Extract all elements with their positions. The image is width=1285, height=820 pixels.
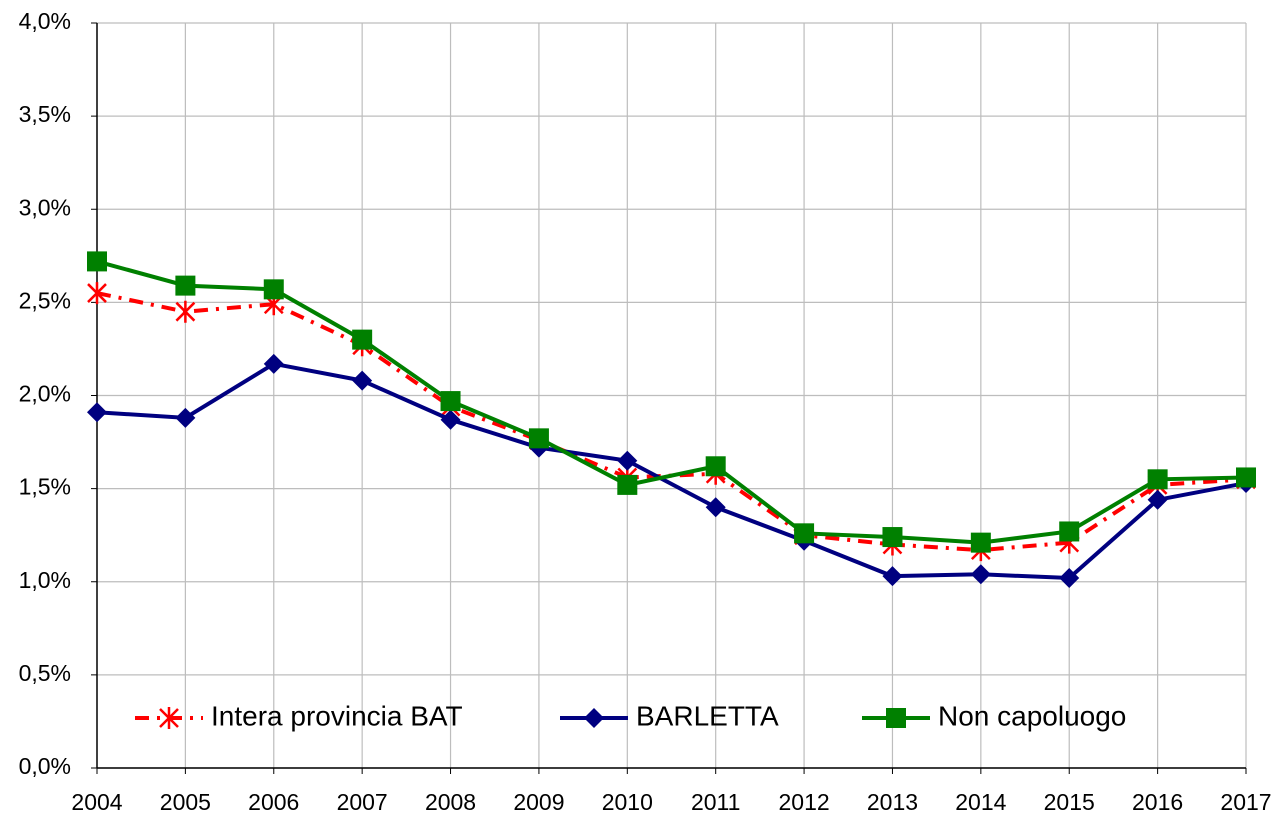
x-tick-label: 2005 bbox=[160, 789, 211, 815]
marker bbox=[970, 564, 991, 585]
y-tick-label: 1,5% bbox=[19, 474, 71, 500]
marker bbox=[794, 523, 815, 544]
marker bbox=[440, 409, 461, 430]
y-tick-label: 4,0% bbox=[19, 8, 71, 34]
marker bbox=[882, 527, 903, 548]
x-tick-label: 2008 bbox=[425, 789, 476, 815]
marker bbox=[175, 300, 196, 323]
y-tick-label: 0,5% bbox=[19, 660, 71, 686]
legend-label: Non capoluogo bbox=[938, 700, 1126, 731]
marker bbox=[617, 450, 638, 471]
marker bbox=[263, 353, 284, 374]
marker bbox=[87, 251, 107, 272]
marker bbox=[87, 402, 107, 423]
y-tick-label: 2,0% bbox=[19, 381, 71, 407]
marker bbox=[440, 391, 461, 412]
x-tick-label: 2012 bbox=[778, 789, 829, 815]
x-tick-label: 2007 bbox=[337, 789, 388, 815]
x-tick-label: 2010 bbox=[602, 789, 653, 815]
series-line bbox=[96, 361, 1247, 581]
marker bbox=[175, 407, 196, 428]
marker bbox=[886, 708, 906, 728]
marker bbox=[263, 279, 284, 300]
marker bbox=[584, 708, 604, 728]
marker bbox=[1059, 568, 1080, 589]
marker bbox=[705, 497, 726, 518]
marker bbox=[175, 275, 196, 296]
x-tick-label: 2006 bbox=[248, 789, 299, 815]
series-line bbox=[96, 291, 1247, 553]
x-tick-label: 2015 bbox=[1044, 789, 1095, 815]
x-tick-label: 2011 bbox=[691, 789, 740, 815]
marker bbox=[352, 370, 373, 391]
y-tick-label: 3,0% bbox=[19, 194, 71, 220]
y-tick-label: 0,0% bbox=[19, 753, 71, 779]
y-tick-label: 3,5% bbox=[19, 101, 71, 127]
x-tick-label: 2013 bbox=[867, 789, 918, 815]
marker bbox=[159, 707, 179, 729]
y-tick-label: 2,5% bbox=[19, 287, 71, 313]
marker bbox=[1236, 467, 1256, 488]
x-tick-label: 2004 bbox=[71, 789, 122, 815]
marker bbox=[1059, 521, 1080, 542]
legend-label: Intera provincia BAT bbox=[211, 700, 463, 731]
marker bbox=[1147, 489, 1168, 510]
marker bbox=[617, 474, 638, 495]
legend-label: BARLETTA bbox=[636, 700, 779, 731]
marker bbox=[87, 282, 107, 305]
x-tick-label: 2016 bbox=[1132, 789, 1183, 815]
marker bbox=[1147, 469, 1168, 490]
y-tick-label: 1,0% bbox=[19, 567, 71, 593]
x-tick-label: 2014 bbox=[955, 789, 1006, 815]
marker bbox=[528, 428, 549, 449]
marker bbox=[705, 456, 726, 477]
series-line bbox=[96, 259, 1247, 545]
marker bbox=[970, 532, 991, 553]
x-tick-label: 2017 bbox=[1220, 789, 1271, 815]
marker bbox=[352, 329, 373, 350]
marker bbox=[882, 566, 903, 587]
x-tick-label: 2009 bbox=[513, 789, 564, 815]
